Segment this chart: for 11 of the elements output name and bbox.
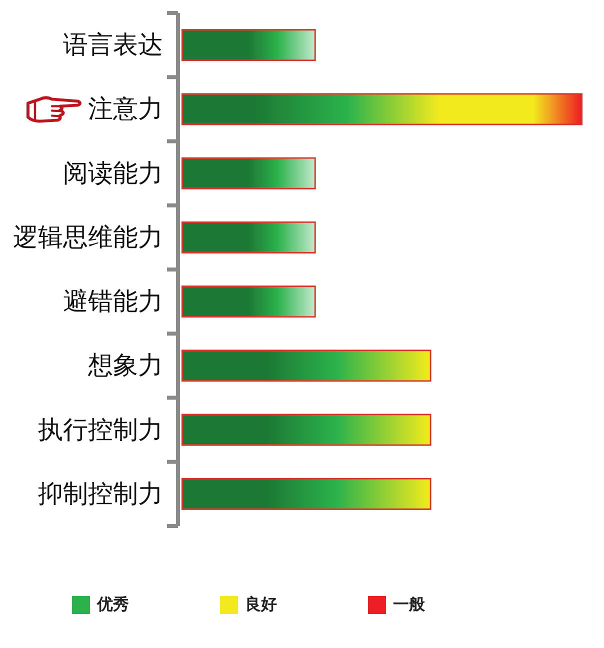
y-tick-label: 逻辑思维能力 [13,223,163,252]
y-tick-label: 抑制控制力 [38,480,163,508]
y-tick-label: 执行控制力 [38,416,163,444]
y-tick-label: 想象力 [87,352,163,380]
legend-label: 优秀 [96,596,129,614]
y-tick-label: 避错能力 [63,288,163,316]
y-tick-label: 阅读能力 [63,159,163,188]
y-tick-label: 注意力 [88,95,163,124]
y-tick-label: 语言表达 [63,31,163,60]
legend-label: 良好 [245,596,277,614]
legend-label: 一般 [393,596,426,614]
